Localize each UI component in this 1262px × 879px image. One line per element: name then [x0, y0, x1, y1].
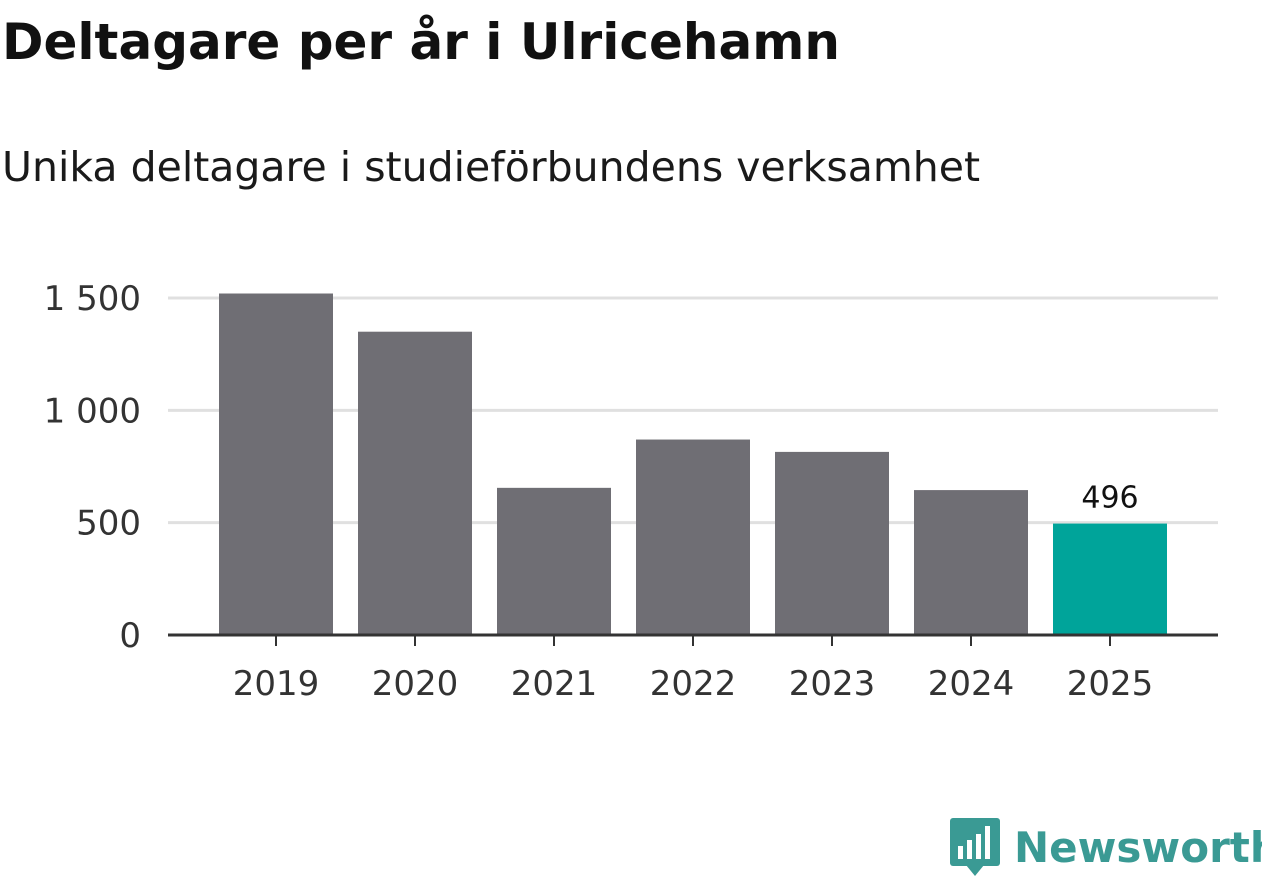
x-tick-label: 2024 — [928, 664, 1015, 704]
brand-name: Newsworthy — [1014, 823, 1262, 872]
x-tick-label: 2023 — [789, 664, 876, 704]
x-tick-label: 2019 — [233, 664, 320, 704]
bar-2022 — [636, 439, 750, 635]
x-tick-label: 2025 — [1067, 664, 1154, 704]
data-label: 496 — [1081, 481, 1138, 516]
y-tick-label: 0 — [119, 616, 141, 656]
bar-2021 — [497, 487, 611, 635]
bar-2019 — [219, 293, 333, 635]
brand-logo: Newsworthy — [950, 818, 1262, 878]
y-tick-label: 1 500 — [44, 279, 141, 319]
x-tick-label: 2022 — [650, 664, 737, 704]
x-tick-label: 2020 — [372, 664, 459, 704]
newsworthy-logo-icon — [950, 818, 1000, 876]
x-tick-label: 2021 — [511, 664, 598, 704]
bar-2020 — [358, 331, 472, 635]
bar-2024 — [914, 490, 1028, 635]
y-tick-label: 500 — [76, 504, 141, 544]
chart-subtitle: Unika deltagare i studieförbundens verks… — [2, 143, 981, 191]
bar-2023 — [775, 451, 889, 635]
y-tick-label: 1 000 — [44, 391, 141, 431]
bar-2025 — [1053, 523, 1167, 635]
chart-title: Deltagare per år i Ulricehamn — [2, 13, 840, 71]
